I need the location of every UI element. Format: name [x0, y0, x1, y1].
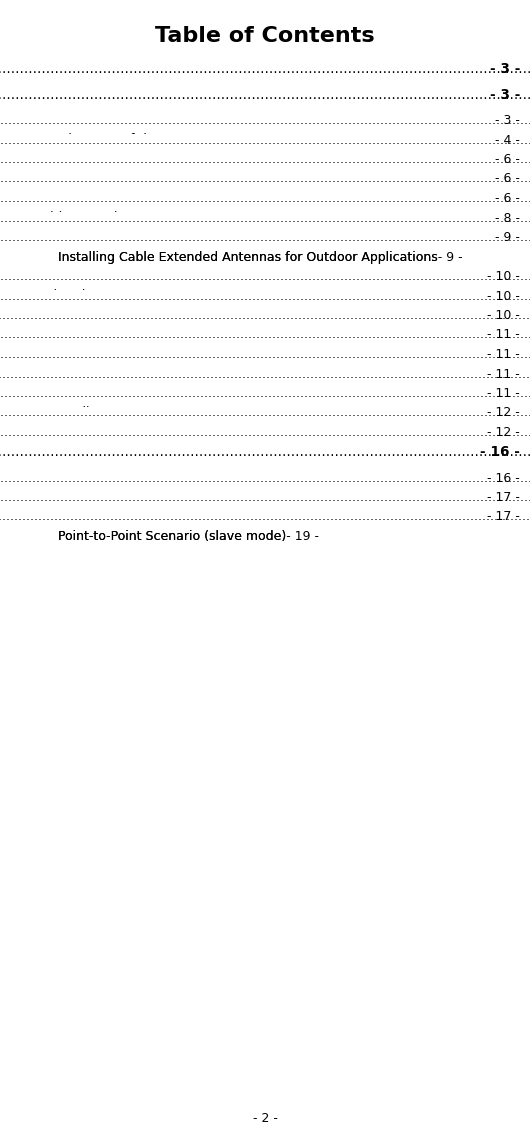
Text: - 3 -: - 3 -: [490, 63, 520, 76]
Text: ................................................................................: ........................................…: [0, 192, 530, 205]
Text: - 6 -: - 6 -: [495, 173, 520, 185]
Text: Table of Contents: Table of Contents: [155, 26, 375, 45]
Text: Wiring Requirements: Wiring Requirements: [38, 211, 169, 224]
Text: Installing the Antenna Locking Clamp: Installing the Antenna Locking Clamp: [38, 329, 272, 341]
Text: ................................................................................: ........................................…: [0, 309, 530, 322]
Text: - 12 -: - 12 -: [487, 407, 520, 420]
Text: ................................................................................: ........................................…: [0, 114, 530, 127]
Text: - 6 -: - 6 -: [495, 153, 520, 166]
Text: - 12 -: - 12 -: [487, 426, 520, 439]
Text: ................................................................................: ........................................…: [0, 446, 530, 459]
Text: Point-to-Point Scenario (slave mode): Point-to-Point Scenario (slave mode): [58, 530, 286, 543]
Text: Point-to-Point Scenario (slave mode)- 19 -: Point-to-Point Scenario (slave mode)- 19…: [58, 530, 319, 543]
Text: Software Setup: Software Setup: [14, 446, 134, 459]
Text: Installing Cable Extended Antennas for Outdoor Applications: Installing Cable Extended Antennas for O…: [58, 250, 438, 264]
Text: Installing Cable Extended Antennas for Outdoor Applications- 9 -: Installing Cable Extended Antennas for O…: [58, 250, 463, 264]
Text: - 16 -: - 16 -: [487, 472, 520, 484]
Text: Grounding the Moxa AWK-1137C: Grounding the Moxa AWK-1137C: [38, 231, 241, 244]
Text: RS-232/422/485 Serial Port: RS-232/422/485 Serial Port: [38, 387, 207, 400]
Text: ................................................................................: ........................................…: [0, 173, 530, 185]
Text: Specifications: Specifications: [38, 426, 125, 439]
Text: ................................................................................: ........................................…: [0, 269, 530, 283]
Text: ................................................................................: ........................................…: [0, 472, 530, 484]
Text: Wall Mounting (Optional): Wall Mounting (Optional): [38, 192, 193, 205]
Text: ................................................................................: ........................................…: [0, 367, 530, 381]
Text: - 3 -: - 3 -: [495, 114, 520, 127]
Text: Using the Reset Button: Using the Reset Button: [38, 290, 182, 302]
Text: - 10 -: - 10 -: [487, 309, 520, 322]
Text: Overview: Overview: [14, 63, 86, 76]
Text: Hardware Setup: Hardware Setup: [14, 88, 139, 102]
Text: ................................................................................: ........................................…: [0, 88, 530, 102]
Text: - 3 -: - 3 -: [490, 88, 520, 102]
Text: - 11 -: - 11 -: [487, 387, 520, 400]
Text: Activating AeroMag Function: Activating AeroMag Function: [58, 309, 237, 322]
Text: ................................................................................: ........................................…: [0, 153, 530, 166]
Text: Panel Layout of the AWK-1137C: Panel Layout of the AWK-1137C: [38, 133, 235, 147]
Text: ................................................................................: ........................................…: [0, 133, 530, 147]
Text: LED Indicators: LED Indicators: [38, 407, 128, 420]
Text: ................................................................................: ........................................…: [0, 290, 530, 302]
Text: - 16 -: - 16 -: [480, 446, 520, 459]
Text: DIN-Rail Mounting: DIN-Rail Mounting: [38, 173, 151, 185]
Text: ................................................................................: ........................................…: [0, 426, 530, 439]
Text: - 4 -: - 4 -: [495, 133, 520, 147]
Text: - 11 -: - 11 -: [487, 367, 520, 381]
Text: - 9 -: - 9 -: [495, 231, 520, 244]
Text: - 11 -: - 11 -: [487, 329, 520, 341]
Text: Package Checklist: Package Checklist: [38, 114, 151, 127]
Text: ................................................................................: ........................................…: [0, 387, 530, 400]
Text: - 6 -: - 6 -: [495, 192, 520, 205]
Text: First-Time Quick Configuration: First-Time Quick Configuration: [38, 491, 227, 504]
Text: ................................................................................: ........................................…: [0, 348, 530, 362]
Text: Mounting Dimensions: Mounting Dimensions: [38, 153, 173, 166]
Text: Communication Connections: Communication Connections: [38, 348, 218, 362]
Text: ................................................................................: ........................................…: [0, 329, 530, 341]
Text: - 10 -: - 10 -: [487, 290, 520, 302]
Text: ................................................................................: ........................................…: [0, 407, 530, 420]
Text: - 2 -: - 2 -: [253, 1112, 277, 1124]
Text: ................................................................................: ........................................…: [0, 231, 530, 244]
Text: How to Access the AWK: How to Access the AWK: [38, 472, 185, 484]
Text: 10/100BaseT(X) Ethernet Port Connection: 10/100BaseT(X) Ethernet Port Connection: [58, 367, 320, 381]
Text: ................................................................................: ........................................…: [0, 491, 530, 504]
Text: - 11 -: - 11 -: [487, 348, 520, 362]
Text: - 8 -: - 8 -: [495, 211, 520, 224]
Text: Wiring the Redundant Power Inputs: Wiring the Redundant Power Inputs: [38, 269, 259, 283]
Text: Point-to-Multipoint Scenario (AP/Client Mode): Point-to-Multipoint Scenario (AP/Client …: [58, 511, 340, 523]
Text: ................................................................................: ........................................…: [0, 63, 530, 76]
Text: - 17 -: - 17 -: [487, 491, 520, 504]
Text: - 17 -: - 17 -: [487, 511, 520, 523]
Text: ................................................................................: ........................................…: [0, 511, 530, 523]
Text: ................................................................................: ........................................…: [0, 211, 530, 224]
Text: - 10 -: - 10 -: [487, 269, 520, 283]
